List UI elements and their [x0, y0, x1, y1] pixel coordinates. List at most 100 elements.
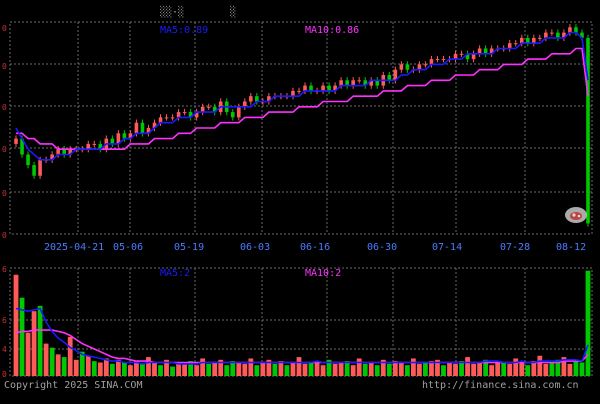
candle-body [176, 112, 181, 118]
candle-body [369, 80, 374, 86]
volume-bar [302, 363, 308, 376]
candle-body [519, 37, 524, 44]
volume-bar [477, 362, 483, 376]
volume-bar [471, 363, 476, 376]
volume-bar [374, 365, 380, 376]
sina-logo-icon [565, 207, 587, 223]
volume-bar [404, 365, 410, 376]
volume-bar [158, 365, 163, 376]
candle-body [152, 122, 157, 128]
candle-body [586, 37, 590, 224]
volume-bar [555, 359, 561, 376]
volume-bar [344, 361, 350, 376]
price-y-tick-label: 0 [2, 24, 7, 33]
volume-bar [519, 362, 525, 376]
volume-bar [55, 354, 61, 376]
candle-body [68, 149, 72, 155]
volume-bar [368, 362, 374, 376]
volume-bar [146, 357, 151, 376]
volume-bar [37, 305, 43, 376]
volume-bar [272, 363, 278, 376]
candle-body [20, 138, 24, 155]
date-tick-label: 06-16 [300, 242, 330, 253]
volume-bar [501, 362, 507, 376]
volume-bar [398, 362, 404, 376]
candle-body [170, 117, 175, 119]
volume-bar [423, 362, 428, 376]
date-tick-label: 06-30 [367, 242, 397, 253]
volume-bar [176, 362, 181, 376]
candle-body [110, 138, 115, 144]
volume-bar [362, 363, 368, 376]
candle-body [92, 143, 97, 145]
volume-bar [320, 365, 326, 376]
volume-bar [507, 363, 513, 376]
candle-body [212, 106, 217, 113]
volume-bar [200, 358, 206, 376]
candle-body [568, 27, 572, 33]
volume-bar [567, 363, 573, 376]
volume-bar [266, 359, 272, 376]
volume-bar [91, 361, 97, 376]
candle-body [544, 32, 548, 38]
candle-body [309, 85, 313, 91]
candle-body [206, 106, 211, 108]
volume-bar [531, 361, 537, 376]
date-tick-label: 06-03 [240, 242, 270, 253]
candle-body [483, 48, 488, 54]
volume-bar [140, 363, 145, 376]
volume-bar [194, 365, 200, 376]
volume-bar [495, 361, 501, 376]
volume-bar [525, 365, 531, 376]
volume-bar [73, 359, 79, 376]
candle-body [435, 59, 440, 61]
candle-body [562, 32, 566, 38]
candle-body [556, 32, 560, 38]
volume-y-tick-label: 6 [2, 316, 7, 325]
candle-body [363, 80, 368, 86]
volume-bar [543, 363, 549, 376]
volume-bar [242, 363, 248, 376]
volume-bar [224, 365, 230, 376]
candle-body [339, 80, 343, 86]
candle-body [98, 143, 103, 150]
candle-body [507, 43, 512, 49]
candle-body [267, 96, 271, 102]
volume-bar [465, 357, 470, 376]
volume-bar [326, 359, 332, 376]
volume-bar [182, 363, 187, 376]
volume-bar [410, 358, 416, 376]
volume-bar [49, 347, 55, 376]
volume-bar [230, 361, 236, 376]
candle-body [453, 53, 458, 60]
candle-body [62, 149, 66, 155]
volume-bar [206, 363, 212, 376]
candle-body [86, 143, 91, 150]
grid-layer [9, 21, 593, 377]
volume-bar [134, 361, 139, 376]
volume-bar [236, 362, 242, 376]
price-legend-ma5: MA5:0.89 [160, 25, 208, 36]
candle-body [297, 90, 301, 92]
volume-bar [19, 297, 25, 376]
candle-body [429, 59, 434, 65]
volume-bar [573, 361, 579, 376]
candle-body [303, 85, 307, 91]
candle-body [471, 53, 476, 60]
price-legend-ma10: MA10:0.86 [305, 25, 359, 36]
volume-y-tick-label: 6 [2, 265, 7, 274]
date-tick-label: 08-12 [556, 242, 586, 253]
volume-bar [483, 359, 489, 376]
volume-bar [128, 365, 133, 376]
volume-bar [356, 358, 362, 376]
candle-body [249, 96, 253, 102]
date-tick-label: 2025-04-21 [44, 242, 104, 253]
volume-bar [338, 362, 344, 376]
candle-body [525, 37, 530, 44]
candle-body [357, 80, 361, 82]
date-tick-label: 07-14 [432, 242, 462, 253]
volume-bar [585, 270, 591, 376]
price-frame [9, 21, 593, 235]
candle-body [333, 85, 337, 91]
